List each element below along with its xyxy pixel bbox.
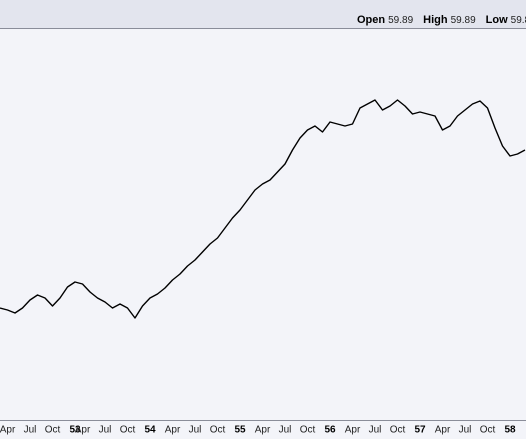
x-tick-label: Jul	[369, 425, 382, 436]
x-tick-label: Jul	[24, 425, 37, 436]
price-line	[0, 99, 526, 319]
x-tick-label: Oct	[120, 425, 136, 436]
quote-value: 59.8	[511, 15, 526, 26]
x-tick-label: Oct	[390, 425, 406, 436]
x-tick-label: 54	[144, 425, 156, 436]
x-tick-label: 58	[504, 425, 516, 436]
x-tick-label: Oct	[45, 425, 61, 436]
quote-value: 59.89	[388, 15, 413, 26]
x-tick-label: 53	[69, 425, 81, 436]
x-tick-label: Jul	[459, 425, 472, 436]
x-tick-label: Oct	[210, 425, 226, 436]
x-tick-label: Jul	[99, 425, 112, 436]
x-tick-label: Oct	[300, 425, 316, 436]
quote-label: Open	[357, 14, 385, 26]
x-tick-label: Apr	[255, 425, 271, 436]
x-tick-label: Apr	[435, 425, 451, 436]
x-tick-label: 56	[324, 425, 336, 436]
x-tick-label: Jul	[189, 425, 202, 436]
quote-value: 59.89	[451, 15, 476, 26]
x-tick-label: Jul	[279, 425, 292, 436]
x-tick-label: Oct	[480, 425, 496, 436]
x-tick-label: Apr	[345, 425, 361, 436]
x-tick-label: 55	[234, 425, 246, 436]
x-tick-label: Apr	[0, 425, 16, 436]
x-tick-label: 57	[414, 425, 426, 436]
x-tick-label: Apr	[165, 425, 181, 436]
x-tick-label: Apr	[75, 425, 91, 436]
quote-label: Low	[486, 14, 508, 26]
quote-label: High	[423, 14, 448, 26]
header-bar	[0, 0, 526, 28]
